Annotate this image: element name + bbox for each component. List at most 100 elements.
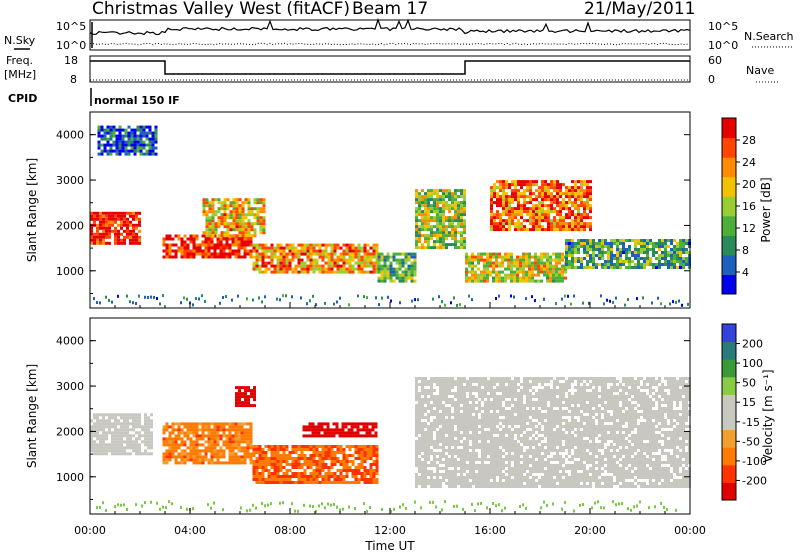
heatmap-cell <box>351 252 355 256</box>
heatmap-cell <box>451 458 454 461</box>
heatmap-cell <box>427 479 430 482</box>
heatmap-cell <box>238 386 241 390</box>
heatmap-cell <box>270 472 274 475</box>
heatmap-cell <box>454 237 457 241</box>
heatmap-cell <box>442 213 445 217</box>
heatmap-cell <box>357 478 361 481</box>
heatmap-cell <box>150 443 153 447</box>
heatmap-cell <box>543 297 545 301</box>
heatmap-cell <box>517 198 520 202</box>
heatmap-cell <box>433 479 436 482</box>
heatmap-cell <box>291 243 295 247</box>
heatmap-cell <box>493 452 496 455</box>
heatmap-cell <box>439 213 442 217</box>
heatmap-cell <box>249 437 253 441</box>
heatmap-cell <box>475 476 478 479</box>
heatmap-cell <box>541 219 544 223</box>
heatmap-cell <box>514 443 517 446</box>
heatmap-cell <box>583 180 586 184</box>
heatmap-cell <box>204 440 208 444</box>
heatmap-cell <box>273 451 277 454</box>
heatmap-cell <box>478 458 481 461</box>
heatmap-cell <box>136 128 140 132</box>
heatmap-cell <box>132 235 135 239</box>
heatmap-cell <box>658 242 661 245</box>
heatmap-cell <box>276 466 280 469</box>
heatmap-cell <box>407 267 411 271</box>
heatmap-cell <box>129 422 132 426</box>
heatmap-cell <box>345 243 349 247</box>
heatmap-cell <box>252 255 256 259</box>
colorbar-segment <box>722 254 736 275</box>
heatmap-cell <box>514 479 517 482</box>
heatmap-cell <box>540 255 543 259</box>
heatmap-cell <box>342 457 346 460</box>
heatmap-cell <box>498 273 501 277</box>
heatmap-cell <box>607 254 610 257</box>
heatmap-cell <box>685 239 688 242</box>
heatmap-cell <box>514 389 517 392</box>
heatmap-cell <box>243 449 247 453</box>
heatmap-cell <box>312 270 316 274</box>
heatmap-cell <box>404 255 408 259</box>
heatmap-cell <box>335 428 339 432</box>
heatmap-cell <box>133 137 137 141</box>
heatmap-cell <box>421 425 424 428</box>
heatmap-cell <box>457 231 460 235</box>
heatmap-cell <box>484 425 487 428</box>
heatmap-cell <box>487 407 490 410</box>
heatmap-cell <box>222 461 226 465</box>
heatmap-cell <box>496 470 499 473</box>
heatmap-cell <box>372 270 376 274</box>
heatmap-cell <box>253 389 256 393</box>
heatmap-cell <box>442 449 445 452</box>
heatmap-cell <box>427 380 430 383</box>
heatmap-cell <box>375 448 379 451</box>
heatmap-cell <box>498 294 500 298</box>
heatmap-cell <box>481 443 484 446</box>
heatmap-cell <box>99 214 102 218</box>
heatmap-cell <box>344 434 348 438</box>
heatmap-cell <box>493 431 496 434</box>
heatmap-cell <box>601 257 604 260</box>
heatmap-cell <box>466 386 469 389</box>
heatmap-cell <box>222 243 226 247</box>
heatmap-cell <box>544 213 547 217</box>
heatmap-cell <box>243 422 247 426</box>
heatmap-cell <box>415 246 418 250</box>
heatmap-cell <box>454 395 457 398</box>
heatmap-cell <box>247 225 251 229</box>
heatmap-cell <box>421 386 424 389</box>
heatmap-cell <box>300 451 304 454</box>
heatmap-cell <box>457 443 460 446</box>
heatmap-cell <box>484 386 487 389</box>
heatmap-cell <box>510 294 512 298</box>
heatmap-cell <box>469 434 472 437</box>
heatmap-cell <box>231 252 235 256</box>
heatmap-cell <box>237 237 241 241</box>
heatmap-cell <box>244 225 248 229</box>
heatmap-cell <box>475 443 478 446</box>
heatmap-cell <box>111 449 114 453</box>
heatmap-cell <box>326 425 330 429</box>
heatmap-cell <box>427 216 430 220</box>
heatmap-cell <box>244 228 248 232</box>
heatmap-cell <box>102 217 105 221</box>
heatmap-cell <box>469 455 472 458</box>
heatmap-cell <box>162 255 166 259</box>
heatmap-cell <box>514 377 517 380</box>
heatmap-cell <box>229 204 233 208</box>
heatmap-cell <box>228 425 232 429</box>
heatmap-cell <box>534 273 537 277</box>
heatmap-cell <box>589 216 592 220</box>
heatmap-cell <box>508 195 511 199</box>
heatmap-cell <box>424 228 427 232</box>
heatmap-cell <box>168 452 172 456</box>
heatmap-cell <box>508 449 511 452</box>
heatmap-cell <box>144 295 146 299</box>
heatmap-cell <box>192 303 194 307</box>
heatmap-cell <box>133 131 137 135</box>
heatmap-cell <box>457 219 460 223</box>
heatmap-cell <box>508 183 511 187</box>
heatmap-cell <box>516 270 519 274</box>
